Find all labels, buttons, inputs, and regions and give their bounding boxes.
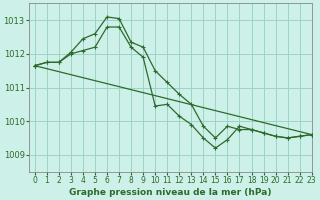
X-axis label: Graphe pression niveau de la mer (hPa): Graphe pression niveau de la mer (hPa)	[69, 188, 271, 197]
